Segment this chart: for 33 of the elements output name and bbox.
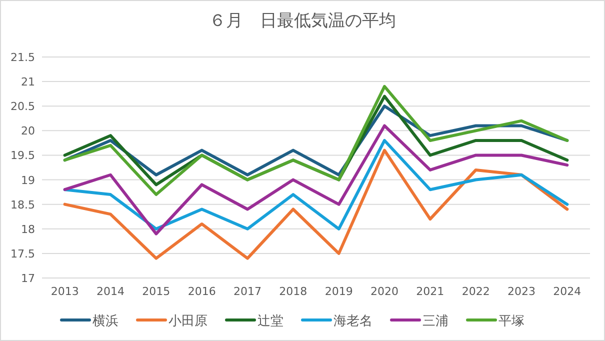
legend-label: 辻堂	[258, 314, 284, 329]
line-series	[63, 138, 569, 230]
legend-label: 平塚	[498, 314, 524, 329]
x-tick-label: 2017	[234, 285, 262, 298]
line-series	[63, 148, 569, 260]
x-tick-label: 2014	[96, 285, 124, 298]
y-tick-label: 17	[21, 272, 35, 285]
x-tick-label: 2016	[188, 285, 216, 298]
legend-label: 小田原	[168, 314, 208, 329]
y-tick-label: 18	[21, 222, 35, 236]
y-tick-label: 21	[21, 76, 35, 89]
y-tick-label: 19.5	[10, 149, 35, 162]
line-series	[63, 84, 569, 196]
x-tick-label: 2015	[142, 285, 170, 298]
x-tick-label: 2022	[462, 285, 490, 298]
y-tick-label: 18.5	[10, 198, 35, 212]
line-series	[63, 124, 569, 236]
legend-label: 海老名	[334, 314, 372, 329]
x-tick-label: 2023	[508, 285, 536, 298]
y-tick-label: 17.5	[10, 247, 35, 260]
x-tick-label: 2020	[370, 285, 398, 298]
y-tick-label: 20.5	[10, 100, 35, 114]
x-tick-label: 2018	[279, 285, 308, 298]
x-tick-label: 2024	[553, 285, 582, 298]
legend-label: 三浦	[422, 314, 448, 329]
y-tick-label: 20	[21, 124, 35, 138]
x-tick-label: 2021	[416, 285, 444, 298]
x-tick-label: 2019	[324, 285, 353, 298]
legend-label: 横浜	[92, 314, 118, 329]
x-tick-label: 2013	[50, 285, 79, 298]
y-tick-label: 19	[21, 174, 35, 187]
y-tick-label: 21.5	[10, 51, 35, 64]
chart-title: ６月 日最低気温の平均	[209, 11, 396, 31]
